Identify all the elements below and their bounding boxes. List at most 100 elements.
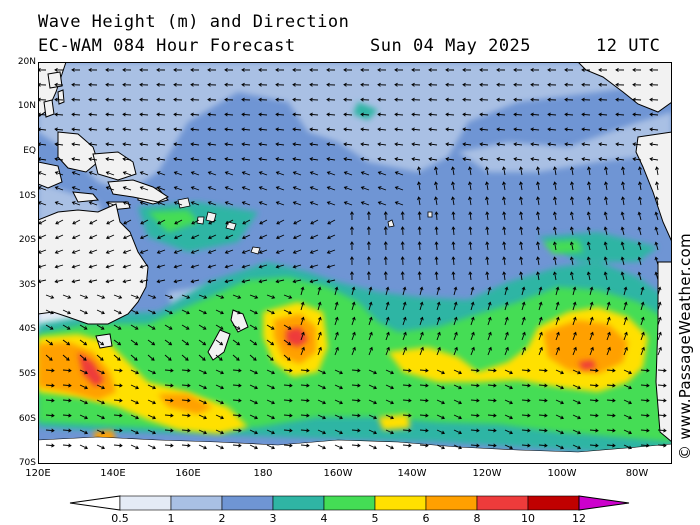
direction-arrow xyxy=(207,113,217,116)
direction-arrowhead xyxy=(468,181,472,186)
direction-arrow xyxy=(395,186,404,191)
direction-arrow xyxy=(300,347,305,356)
direction-arrow xyxy=(572,444,581,449)
direction-arrow xyxy=(640,414,650,417)
direction-arrowhead xyxy=(84,415,89,420)
direction-arrowhead xyxy=(570,166,574,171)
direction-arrow xyxy=(79,429,88,434)
direction-arrow xyxy=(113,399,123,402)
direction-arrow xyxy=(520,227,523,236)
direction-arrowhead xyxy=(238,368,242,373)
direction-arrowhead xyxy=(638,196,642,201)
direction-arrow xyxy=(89,143,98,146)
direction-arrow xyxy=(572,429,581,434)
direction-arrowhead xyxy=(641,346,645,351)
direction-arrowhead xyxy=(101,400,106,405)
direction-arrow xyxy=(638,242,642,251)
direction-arrowhead xyxy=(419,286,424,291)
direction-arrowhead xyxy=(71,235,76,240)
direction-arrow xyxy=(343,113,353,116)
direction-arrowhead xyxy=(373,385,378,390)
direction-arrow xyxy=(657,332,662,341)
direction-arrowhead xyxy=(496,127,500,132)
direction-arrow xyxy=(402,444,412,447)
direction-arrowhead xyxy=(343,142,347,147)
direction-arrowhead xyxy=(88,171,93,175)
direction-arrow xyxy=(310,201,319,206)
direction-arrow xyxy=(351,287,355,296)
direction-arrow xyxy=(520,167,523,176)
direction-arrowhead xyxy=(488,331,492,336)
direction-arrow xyxy=(402,399,412,402)
direction-arrow xyxy=(554,227,557,236)
direction-arrow xyxy=(71,128,81,131)
direction-arrow xyxy=(496,113,506,116)
direction-arrowhead xyxy=(88,67,92,72)
direction-arrow xyxy=(604,242,608,251)
direction-arrowhead xyxy=(502,241,507,246)
direction-arrow xyxy=(157,219,166,225)
direction-arrow xyxy=(402,317,406,326)
direction-arrow xyxy=(72,201,81,206)
direction-arrowhead xyxy=(595,368,599,373)
direction-arrow xyxy=(480,158,489,161)
direction-arrow xyxy=(606,414,616,417)
direction-arrowhead xyxy=(202,341,207,346)
direction-arrowhead xyxy=(623,301,628,306)
direction-arrowhead xyxy=(530,127,534,132)
direction-arrowhead xyxy=(417,196,421,201)
direction-arrowhead xyxy=(604,181,608,186)
direction-arrowhead xyxy=(496,97,500,102)
direction-arrowhead xyxy=(654,256,659,261)
direction-arrowhead xyxy=(360,142,364,147)
direction-arrow xyxy=(402,287,406,296)
direction-arrow xyxy=(89,264,98,268)
direction-arrowhead xyxy=(556,346,560,351)
direction-arrowhead xyxy=(368,286,373,291)
direction-arrow xyxy=(113,309,122,314)
direction-arrowhead xyxy=(649,157,654,162)
direction-arrow xyxy=(572,317,576,326)
direction-arrow xyxy=(174,143,183,146)
direction-arrowhead xyxy=(258,279,263,284)
direction-arrowhead xyxy=(598,157,603,162)
direction-arrowhead xyxy=(646,413,650,418)
direction-arrowhead xyxy=(88,201,93,205)
direction-arrow xyxy=(249,324,258,330)
direction-arrowhead xyxy=(139,186,144,190)
direction-arrow xyxy=(572,384,581,389)
direction-arrow xyxy=(139,113,149,116)
direction-arrowhead xyxy=(454,346,458,351)
direction-arrow xyxy=(633,143,642,146)
direction-arrowhead xyxy=(292,127,296,132)
direction-arrowhead xyxy=(207,97,211,102)
direction-arrow xyxy=(225,143,234,146)
direction-arrow xyxy=(520,182,523,191)
direction-arrow xyxy=(225,186,234,191)
direction-arrow xyxy=(351,347,356,356)
direction-arrow xyxy=(106,158,115,161)
direction-arrowhead xyxy=(135,400,140,405)
direction-arrow xyxy=(190,128,200,131)
direction-arrowhead xyxy=(530,157,535,162)
direction-arrowhead xyxy=(208,220,212,225)
direction-arrow xyxy=(470,384,480,387)
direction-arrow xyxy=(89,234,98,239)
direction-arrow xyxy=(650,158,659,161)
direction-arrowhead xyxy=(352,331,356,336)
direction-arrowhead xyxy=(253,326,258,330)
direction-arrow xyxy=(650,143,659,146)
direction-arrow xyxy=(385,444,394,449)
direction-arrowhead xyxy=(275,82,279,87)
direction-arrow xyxy=(418,197,421,206)
direction-arrowhead xyxy=(335,346,339,351)
direction-arrow xyxy=(361,143,370,146)
direction-arrowhead xyxy=(577,415,582,420)
direction-arrowhead xyxy=(453,286,458,291)
lon-label-80w: 80W xyxy=(625,468,649,479)
direction-arrowhead xyxy=(581,97,585,102)
direction-arrowhead xyxy=(357,398,361,403)
direction-arrow xyxy=(225,249,234,254)
direction-arrow xyxy=(453,399,462,404)
lon-label-160e: 160E xyxy=(175,468,201,479)
